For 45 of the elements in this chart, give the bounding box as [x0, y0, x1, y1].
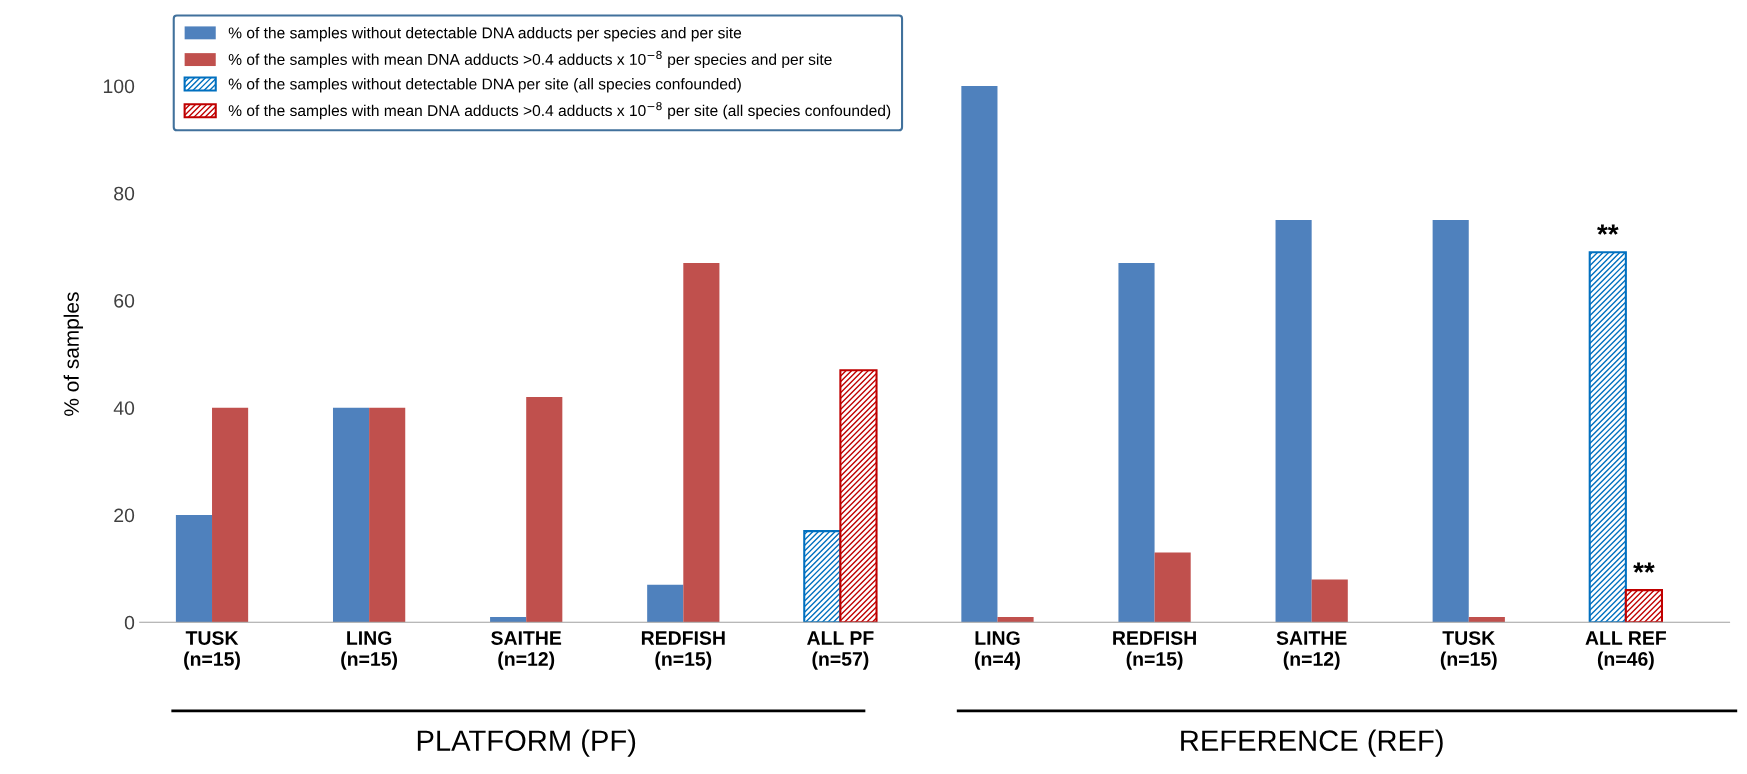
bar: [526, 397, 563, 623]
bar: [175, 515, 213, 623]
y-tick-label: 40: [113, 401, 135, 415]
bar: [1154, 552, 1191, 623]
bar: [961, 85, 998, 623]
bar: [212, 407, 249, 623]
x-tick-label: LING (n=4): [974, 631, 1021, 670]
bar: [997, 616, 1034, 623]
x-tick-label: TUSK (n=15): [184, 631, 240, 670]
bar: [1275, 220, 1312, 623]
legend-label: % of the samples with mean DNA adducts >0.4 adducts x 10$^{−8}$ per site (all species confounded): [228, 101, 891, 120]
bar: [1311, 579, 1348, 623]
bar: [647, 584, 684, 623]
bar: [1624, 589, 1664, 623]
x-tick-label: SAITHE (n=12): [491, 631, 562, 670]
y-tick-label: 80: [114, 186, 135, 201]
legend-label: % of the samples without detectable DNA adducts per species and per site: [228, 26, 742, 42]
x-tick-label: LING (n=15): [341, 631, 398, 670]
y-tick-label: 100: [103, 79, 135, 94]
text: REFERENCE (REF): [1181, 729, 1443, 757]
x-tick-label: SAITHE (n=12): [1276, 631, 1347, 670]
bar: [683, 262, 720, 623]
bar: [1432, 220, 1469, 623]
annotation: **: [1597, 224, 1619, 235]
legend-label: % of the samples with mean DNA adducts >0.4 adducts x 10$^{−8}$ per species and per site: [228, 50, 832, 69]
x-tick-label: REDFISH (n=15): [1113, 631, 1196, 670]
bar: [1588, 251, 1627, 623]
bar: [1468, 616, 1505, 623]
y-tick-label: 60: [114, 293, 135, 308]
y-tick-label: 20: [114, 508, 135, 523]
x-tick-label: ALL REF (n=46): [1585, 631, 1667, 670]
bar: [1118, 262, 1155, 623]
bar: [332, 407, 370, 623]
x-tick-label: REDFISH (n=15): [641, 631, 725, 670]
y-axis-title: % of samples: [63, 292, 84, 416]
text: PLATFORM (PF): [417, 729, 636, 757]
annotation: **: [1633, 562, 1655, 573]
bar: [369, 407, 406, 623]
bar: [839, 369, 878, 623]
x-tick-label: ALL PF (n=57): [807, 631, 874, 670]
x-tick-label: TUSK (n=15): [1440, 631, 1497, 670]
bar: [490, 616, 527, 623]
legend-label: % of the samples without detectable DNA per site (all species confounded): [228, 78, 741, 93]
y-tick-label: 0: [124, 615, 135, 630]
bar: [803, 530, 842, 623]
